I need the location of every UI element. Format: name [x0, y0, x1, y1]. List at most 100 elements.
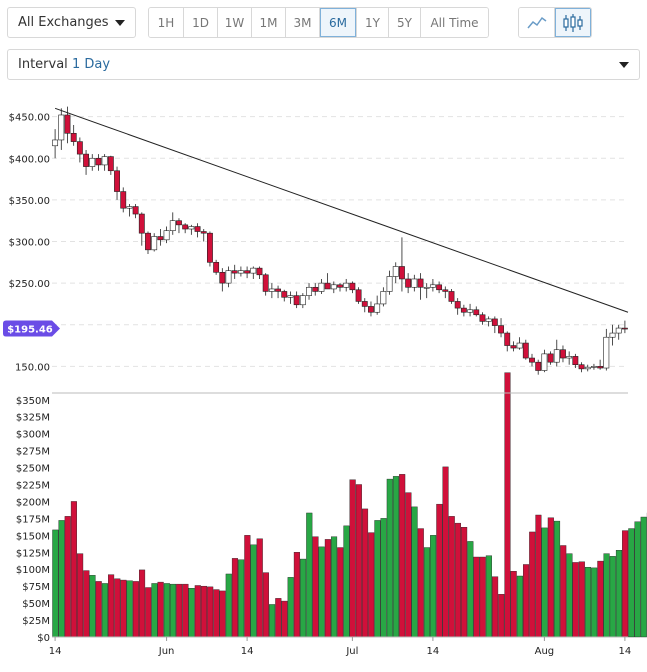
price-candles [52, 106, 628, 375]
candle-body [138, 213, 145, 234]
chevron-down-icon [619, 61, 629, 68]
candle-body [76, 141, 83, 155]
interval-value: 1 Day [71, 57, 111, 72]
candle-body [107, 156, 114, 172]
candle-body [405, 278, 412, 288]
volume-bar [157, 581, 164, 638]
candle-body [244, 270, 251, 274]
volume-bar [417, 528, 424, 638]
candle-body [250, 267, 257, 274]
candle-body [219, 272, 226, 284]
candle-body [591, 366, 597, 368]
candle-body [473, 309, 480, 316]
volume-tick-label: $350M [16, 396, 50, 407]
candle-body [343, 282, 350, 288]
interval-select[interactable]: Interval 1 Day [7, 49, 640, 80]
range-button-1w[interactable]: 1W [218, 8, 252, 37]
x-tick-label: 14 [49, 646, 62, 657]
volume-tick-label: $225M [16, 481, 50, 492]
volume-bar [461, 527, 468, 638]
volume-tick-label: $125M [16, 548, 50, 559]
range-label: 5Y [397, 15, 412, 30]
volume-bar [368, 532, 375, 638]
candle-body [151, 236, 158, 251]
range-button-6m[interactable]: 6M [320, 8, 357, 37]
volume-bar [547, 517, 554, 638]
volume-bar [628, 528, 635, 638]
volume-bar [479, 556, 486, 638]
volume-bar [269, 604, 276, 638]
volume-bar [436, 503, 443, 638]
range-button-3m[interactable]: 3M [286, 8, 320, 37]
range-label: 3M [293, 15, 312, 30]
candle-body [448, 291, 455, 302]
volume-bar [139, 569, 146, 638]
volume-bar [597, 560, 604, 638]
price-tick-label: $250.00 [9, 279, 50, 290]
volume-bar [200, 585, 208, 638]
candle-body [89, 157, 96, 167]
candle-body [553, 349, 560, 363]
interval-label-text: Interval [18, 57, 68, 72]
volume-tick-label: $200M [16, 497, 50, 508]
candle-body [101, 156, 108, 166]
candle-body [207, 232, 213, 263]
candle-body [584, 366, 591, 370]
price-badge-shape [3, 320, 60, 337]
volume-bar [485, 555, 492, 638]
volume-bar [145, 587, 152, 638]
price-volume-chart: 150.00 $250.00 $300.00 $350.00 $400.00 $450.0… [3, 106, 647, 657]
range-button-all-time[interactable]: All Time [421, 8, 488, 37]
volume-bar [399, 474, 406, 638]
candle-body [157, 236, 164, 241]
volume-bar [609, 556, 616, 638]
line-chart-icon [526, 16, 546, 28]
volume-bar [101, 583, 108, 638]
volume-bar [584, 566, 592, 638]
volume-bar [108, 574, 115, 638]
candle-body [399, 266, 405, 280]
exchange-select[interactable]: All Exchanges [7, 7, 136, 38]
volume-bar [504, 372, 511, 638]
range-button-1d[interactable]: 1D [184, 8, 218, 37]
volume-bar [126, 580, 133, 638]
range-button-5y[interactable]: 5Y [389, 8, 421, 37]
line-chart-button[interactable] [519, 8, 555, 37]
x-tick-label: Jul [345, 646, 358, 657]
candle-body [380, 291, 387, 305]
volume-bar [194, 585, 201, 638]
current-price-badge: $195.46 [3, 320, 60, 337]
candle-body [225, 270, 232, 284]
volume-bar [312, 536, 319, 638]
price-badge-label: $195.46 [7, 325, 53, 336]
candle-body [275, 288, 281, 292]
candle-body [603, 336, 610, 369]
volume-bar [380, 518, 387, 638]
candle-body [293, 295, 300, 306]
volume-bar [70, 501, 77, 638]
candle-body [429, 284, 436, 288]
range-button-1m[interactable]: 1M [252, 8, 286, 37]
volume-bar [64, 516, 71, 638]
volume-bar [287, 577, 294, 638]
range-label: 1M [259, 15, 278, 30]
volume-bar [225, 573, 232, 638]
range-button-1y[interactable]: 1Y [357, 8, 389, 37]
candle-body [572, 356, 579, 365]
range-button-1h[interactable]: 1H [149, 8, 184, 37]
volume-bar [615, 550, 623, 638]
volume-bar [411, 506, 418, 638]
volume-bar [430, 535, 437, 638]
candle-body [306, 286, 312, 296]
candle-body [349, 282, 356, 291]
x-tick-label: 14 [427, 646, 440, 657]
candle-body [188, 226, 195, 230]
candle-body [268, 288, 275, 292]
trendline [54, 107, 629, 313]
volume-bar [176, 583, 183, 638]
candlestick-chart-button[interactable] [555, 8, 591, 37]
chart-type-selector [518, 7, 592, 38]
x-tick-label: 14 [241, 646, 254, 657]
grid-lines [52, 116, 628, 367]
volume-tick-label: $300M [16, 430, 50, 441]
